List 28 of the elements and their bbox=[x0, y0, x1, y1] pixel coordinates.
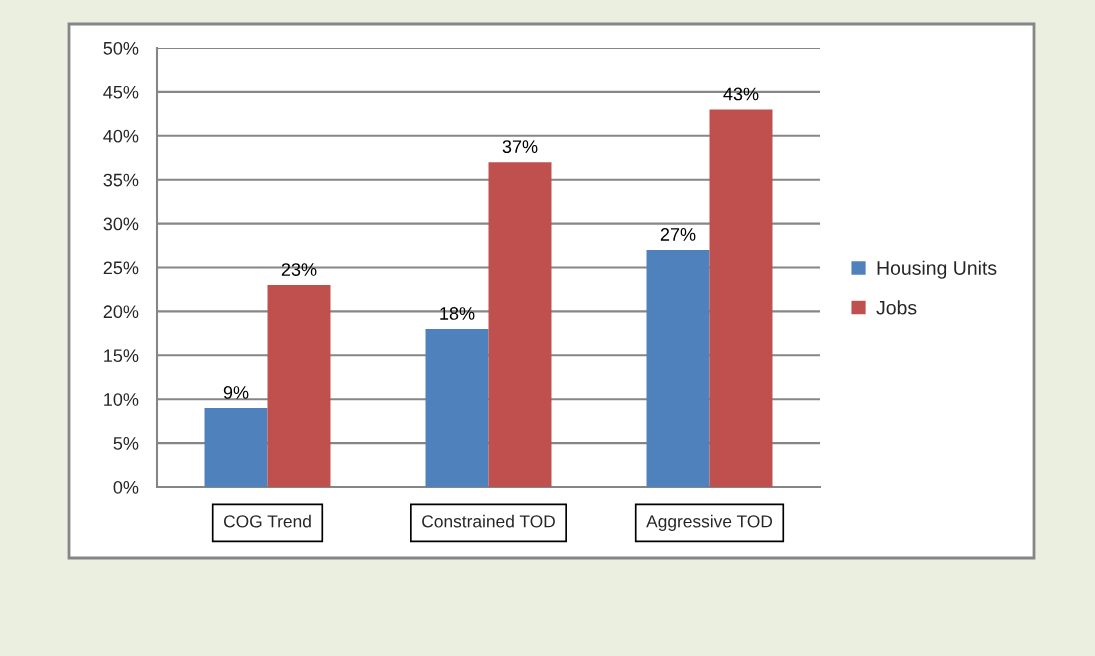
bar bbox=[488, 162, 552, 487]
y-tick-label: 40% bbox=[103, 129, 139, 143]
y-tick-label: 30% bbox=[103, 217, 139, 231]
bar bbox=[267, 285, 331, 487]
x-tick-label: COG Trend bbox=[224, 514, 311, 528]
y-tick-label: 15% bbox=[104, 349, 139, 363]
bar bbox=[425, 328, 489, 487]
data-label: 18% bbox=[440, 307, 475, 320]
y-tick-label: 0% bbox=[113, 480, 139, 494]
x-tick-label: Constrained TOD bbox=[422, 514, 555, 528]
bar bbox=[709, 109, 773, 487]
data-label: 27% bbox=[660, 228, 696, 241]
bar bbox=[204, 407, 268, 487]
y-tick-label: 25% bbox=[103, 261, 139, 275]
y-tick-label: 50% bbox=[103, 41, 139, 55]
data-label: 37% bbox=[502, 140, 538, 154]
x-tick-label: Aggressive TOD bbox=[646, 514, 773, 531]
legend-label: Jobs bbox=[876, 300, 917, 315]
y-tick-label: 45% bbox=[103, 85, 139, 99]
data-label: 9% bbox=[223, 386, 249, 399]
data-label: 23% bbox=[281, 263, 317, 276]
y-tick-label: 5% bbox=[113, 437, 139, 450]
y-tick-label: 20% bbox=[103, 305, 139, 319]
legend-label: Housing Units bbox=[877, 260, 997, 279]
y-tick-label: 10% bbox=[104, 393, 139, 406]
data-label: 43% bbox=[723, 87, 759, 101]
bar bbox=[646, 249, 710, 487]
y-tick-label: 35% bbox=[103, 173, 139, 187]
